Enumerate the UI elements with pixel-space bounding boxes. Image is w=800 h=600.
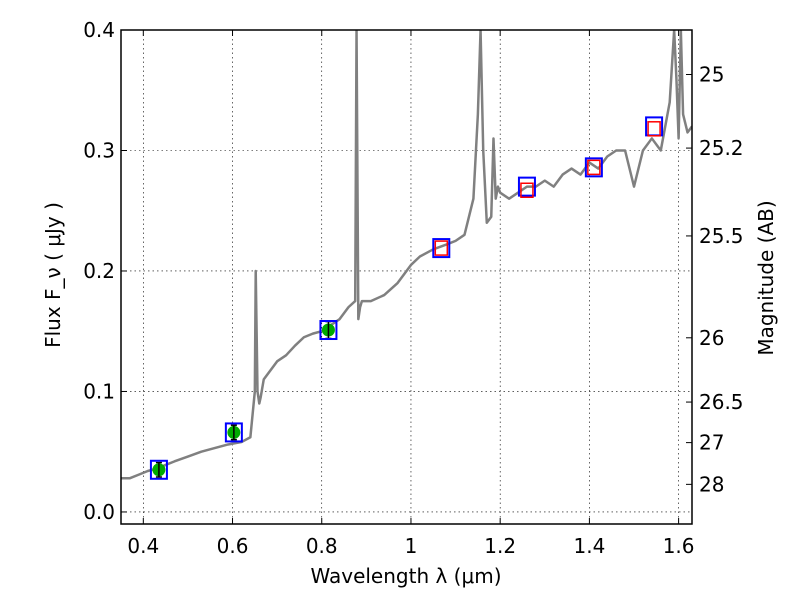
right-tick-label: 25 — [699, 62, 724, 86]
x-tick-label: 1 — [405, 534, 418, 558]
y-tick-label: 0.1 — [83, 379, 115, 403]
x-tick-label: 1.4 — [573, 534, 605, 558]
upper-limit-box — [520, 182, 534, 198]
y-tick-label: 0.4 — [83, 18, 115, 42]
right-tick-label: 26 — [699, 326, 724, 350]
x-tick-label: 0.6 — [217, 534, 249, 558]
plot-frame — [120, 29, 693, 525]
y-axis-label-text: Flux F_ν ( μJy ) — [41, 202, 65, 348]
x-tick-label: 0.8 — [306, 534, 338, 558]
right-tick-label: 26.5 — [699, 390, 744, 414]
x-tick-label: 1.2 — [484, 534, 516, 558]
model-photometry-box — [584, 157, 603, 178]
right-axis-label-text: Magnitude (AB) — [754, 200, 778, 355]
y-tick-label: 0.3 — [83, 138, 115, 162]
model-photometry-box — [224, 422, 243, 443]
y-tick-label: 0.2 — [83, 259, 115, 283]
right-axis-label: Magnitude (AB) — [754, 200, 778, 355]
upper-limit-box — [587, 159, 601, 176]
right-tick-label: 25.5 — [699, 224, 744, 248]
ticks: 0.4 0.6 0.8 1 1.2 1.4 1.6 0.0 0.1 0.2 0.3 0.4 25 25.2… — [83, 18, 743, 558]
model-photometry-box — [517, 176, 536, 197]
x-tick-label: 1.6 — [663, 534, 695, 558]
x-axis-label: Wavelength λ (μm) — [310, 564, 501, 588]
spectrum-line — [121, 30, 692, 480]
upper-limit-box — [434, 240, 449, 256]
x-axis-label-text: Wavelength λ (μm) — [310, 564, 501, 588]
series-layer — [121, 30, 692, 480]
right-tick-label: 25.2 — [699, 136, 744, 160]
right-tick-label: 27 — [699, 431, 724, 455]
right-tick-label: 28 — [699, 472, 724, 496]
model-photometry-box — [432, 238, 451, 259]
x-tick-label: 0.4 — [127, 534, 159, 558]
upper-limit-box — [647, 121, 661, 137]
model-photometry-box — [319, 320, 338, 341]
y-axis-label: Flux F_ν ( μJy ) — [41, 202, 65, 348]
y-tick-label: 0.0 — [83, 500, 115, 524]
model-photometry-box — [149, 459, 168, 480]
